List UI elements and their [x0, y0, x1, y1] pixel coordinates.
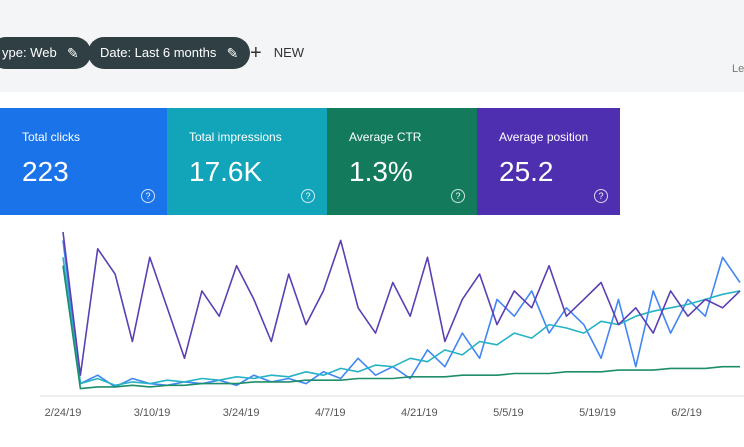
filter-chip[interactable]: ype: Web — [0, 37, 91, 69]
help-icon: ? — [451, 189, 465, 203]
metric-card[interactable]: Total impressions 17.6K? — [167, 108, 327, 215]
x-tick-label: 2/24/19 — [45, 407, 82, 419]
performance-panel: Total clicks 223? Total impressions 17.6K? A… — [0, 92, 744, 447]
x-tick-label: 5/19/19 — [579, 407, 616, 419]
card-value: 223 — [22, 156, 69, 187]
x-tick-label: 3/24/19 — [223, 407, 260, 419]
card-label: Total impressions — [189, 130, 282, 144]
metric-card[interactable]: Average CTR 1.3%? — [327, 108, 477, 215]
series-line — [62, 231, 741, 377]
corner-text: Le — [732, 63, 744, 75]
series-line — [62, 265, 740, 390]
card-label: Total clicks — [22, 130, 81, 144]
chart: 2/24/19 3/10/19 3/24/19 4/7/19 4/21/19 5/5/19… — [40, 231, 744, 419]
help-icon: ? — [594, 189, 608, 203]
x-tick-label: 3/10/19 — [134, 407, 171, 419]
series-line — [62, 257, 741, 387]
help-icon: ? — [301, 189, 315, 203]
card-value: 25.2 — [499, 156, 554, 187]
x-tick-label: 4/7/19 — [315, 407, 346, 419]
help-icon: ? — [141, 189, 155, 203]
metric-card[interactable]: Total clicks 223? — [0, 108, 167, 215]
new-label: NEW — [273, 45, 305, 60]
metric-card[interactable]: Average position 25.2? — [477, 108, 620, 215]
card-value: 17.6K — [189, 156, 263, 187]
x-tick-label: 4/21/19 — [401, 407, 438, 419]
new-button[interactable]: + NEW — [250, 42, 305, 64]
card-value: 1.3% — [349, 156, 413, 187]
x-tick-label: 5/5/19 — [493, 407, 524, 419]
card-label: Average position — [499, 130, 589, 144]
series-line — [62, 240, 741, 388]
x-tick-label: 6/2/19 — [671, 407, 702, 419]
card-label: Average CTR — [349, 130, 422, 144]
filter-chip[interactable]: Date: Last 6 months — [88, 37, 251, 69]
